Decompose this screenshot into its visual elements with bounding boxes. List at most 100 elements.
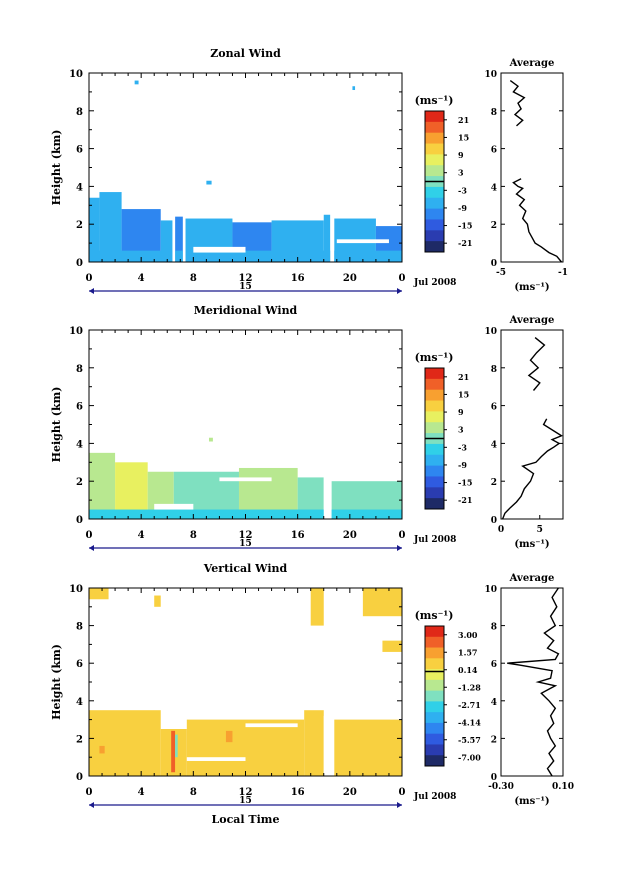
heatmap-cell: [352, 86, 356, 91]
heatmap-cell: [89, 197, 100, 261]
colorbar-label: 3: [458, 168, 464, 178]
x-tick-label: 8: [190, 530, 197, 541]
x-tick-label: 0: [399, 273, 406, 284]
avg-y-tick-label: 6: [491, 660, 497, 670]
colorbar-segment: [425, 186, 444, 199]
avg-y-tick-label: 4: [491, 183, 497, 193]
average-title: Average: [509, 573, 555, 584]
no-data-gap: [323, 715, 335, 776]
y-tick-label: 8: [76, 364, 83, 375]
heatmap-cell: [134, 80, 139, 85]
x-tick-label: 4: [138, 787, 145, 798]
colorbar-segment: [425, 378, 444, 391]
y-tick-label: 10: [69, 326, 83, 337]
colorbar-segment: [425, 208, 444, 220]
colorbar-segment: [425, 733, 444, 745]
colorbar-segment: [425, 121, 444, 134]
average-profile-line: [501, 337, 564, 520]
no-data-gap: [245, 723, 298, 728]
colorbar-segment: [425, 701, 444, 713]
average-frame: [500, 329, 564, 520]
colorbar-label: -9: [458, 460, 467, 470]
y-tick-label: 2: [76, 220, 83, 231]
heatmap-cell: [310, 588, 324, 626]
average-frame: [500, 72, 564, 263]
avg-x-tick-label: 0: [498, 525, 504, 535]
colorbar-label: 9: [458, 407, 464, 417]
x-tick-label: 0: [86, 787, 93, 798]
colorbar-label: 9: [458, 150, 464, 160]
no-data-gap: [154, 503, 194, 510]
colorbar-segment: [425, 132, 444, 145]
colorbar-segment: [425, 465, 444, 477]
x-tick-label: 8: [190, 273, 197, 284]
heatmap-cell: [89, 588, 109, 600]
no-data-gap: [193, 246, 246, 253]
colorbar-segment: [425, 487, 444, 499]
heatmap-cells: [89, 437, 402, 519]
month-label: Jul 2008: [413, 792, 456, 802]
colorbar-segment: [425, 755, 444, 767]
colorbar-segment: [425, 411, 444, 423]
y-tick-label: 6: [76, 145, 83, 156]
avg-x-tick-label: 5: [537, 525, 543, 535]
heatmap-cell: [160, 220, 173, 257]
avg-y-tick-label: 10: [484, 327, 497, 337]
heatmap-cell: [154, 595, 161, 607]
x-tick-label: 4: [138, 530, 145, 541]
x-tick-label: 8: [190, 787, 197, 798]
average-title: Average: [509, 58, 555, 69]
colorbar-segment: [425, 636, 444, 649]
avg-y-tick-label: 0: [491, 516, 497, 526]
x-tick-label: 12: [239, 530, 253, 541]
x-tick-label: 0: [86, 273, 93, 284]
avg-y-tick-label: 4: [491, 698, 497, 708]
x-tick-label: 16: [291, 530, 305, 541]
avg-y-tick-label: 4: [491, 440, 497, 450]
heatmap-cell: [99, 745, 105, 754]
avg-y-tick-label: 10: [484, 585, 497, 595]
colorbar-label: -5.57: [458, 735, 481, 745]
y-tick-label: 2: [76, 734, 83, 745]
colorbar-units: (ms⁻¹): [415, 609, 454, 622]
no-data-gap: [336, 239, 389, 244]
no-data-gap: [182, 214, 186, 262]
y-tick-label: 10: [69, 584, 83, 595]
y-axis-label: Height (km): [50, 130, 63, 206]
avg-y-tick-label: 8: [491, 365, 497, 375]
colorbar-segment: [425, 368, 444, 380]
heatmap-cells: [89, 588, 402, 776]
x-axis-label: Local Time: [212, 813, 280, 826]
colorbar-segment: [425, 744, 444, 756]
x-tick-label: 12: [239, 273, 253, 284]
heatmap-cell: [297, 477, 324, 514]
avg-units: (ms⁻¹): [514, 796, 549, 807]
avg-y-tick-label: 0: [491, 259, 497, 269]
colorbar-label: 3: [458, 425, 464, 435]
x-tick-label: 20: [343, 273, 357, 284]
colorbar-segment: [425, 712, 444, 724]
colorbar-segment: [425, 165, 444, 177]
heatmap-cell: [225, 730, 233, 743]
no-data-gap: [219, 477, 272, 482]
avg-units: (ms⁻¹): [514, 282, 549, 293]
panel-title: Zonal Wind: [210, 47, 281, 60]
avg-units: (ms⁻¹): [514, 539, 549, 550]
colorbar-segment: [425, 219, 444, 231]
heatmap-cell: [186, 719, 305, 776]
colorbar-segment: [425, 669, 444, 681]
colorbar-label: 21: [458, 115, 469, 125]
no-data-gap: [323, 473, 332, 519]
x-tick-label: 16: [291, 787, 305, 798]
avg-y-tick-label: 6: [491, 403, 497, 413]
colorbar-frame: [424, 625, 445, 767]
colorbar-label: -2.71: [458, 700, 481, 710]
colorbar-segment: [425, 422, 444, 434]
heatmap-cell: [99, 192, 122, 261]
colorbar-segment: [425, 143, 444, 155]
colorbar-label: -9: [458, 203, 467, 213]
y-tick-label: 0: [76, 772, 83, 783]
